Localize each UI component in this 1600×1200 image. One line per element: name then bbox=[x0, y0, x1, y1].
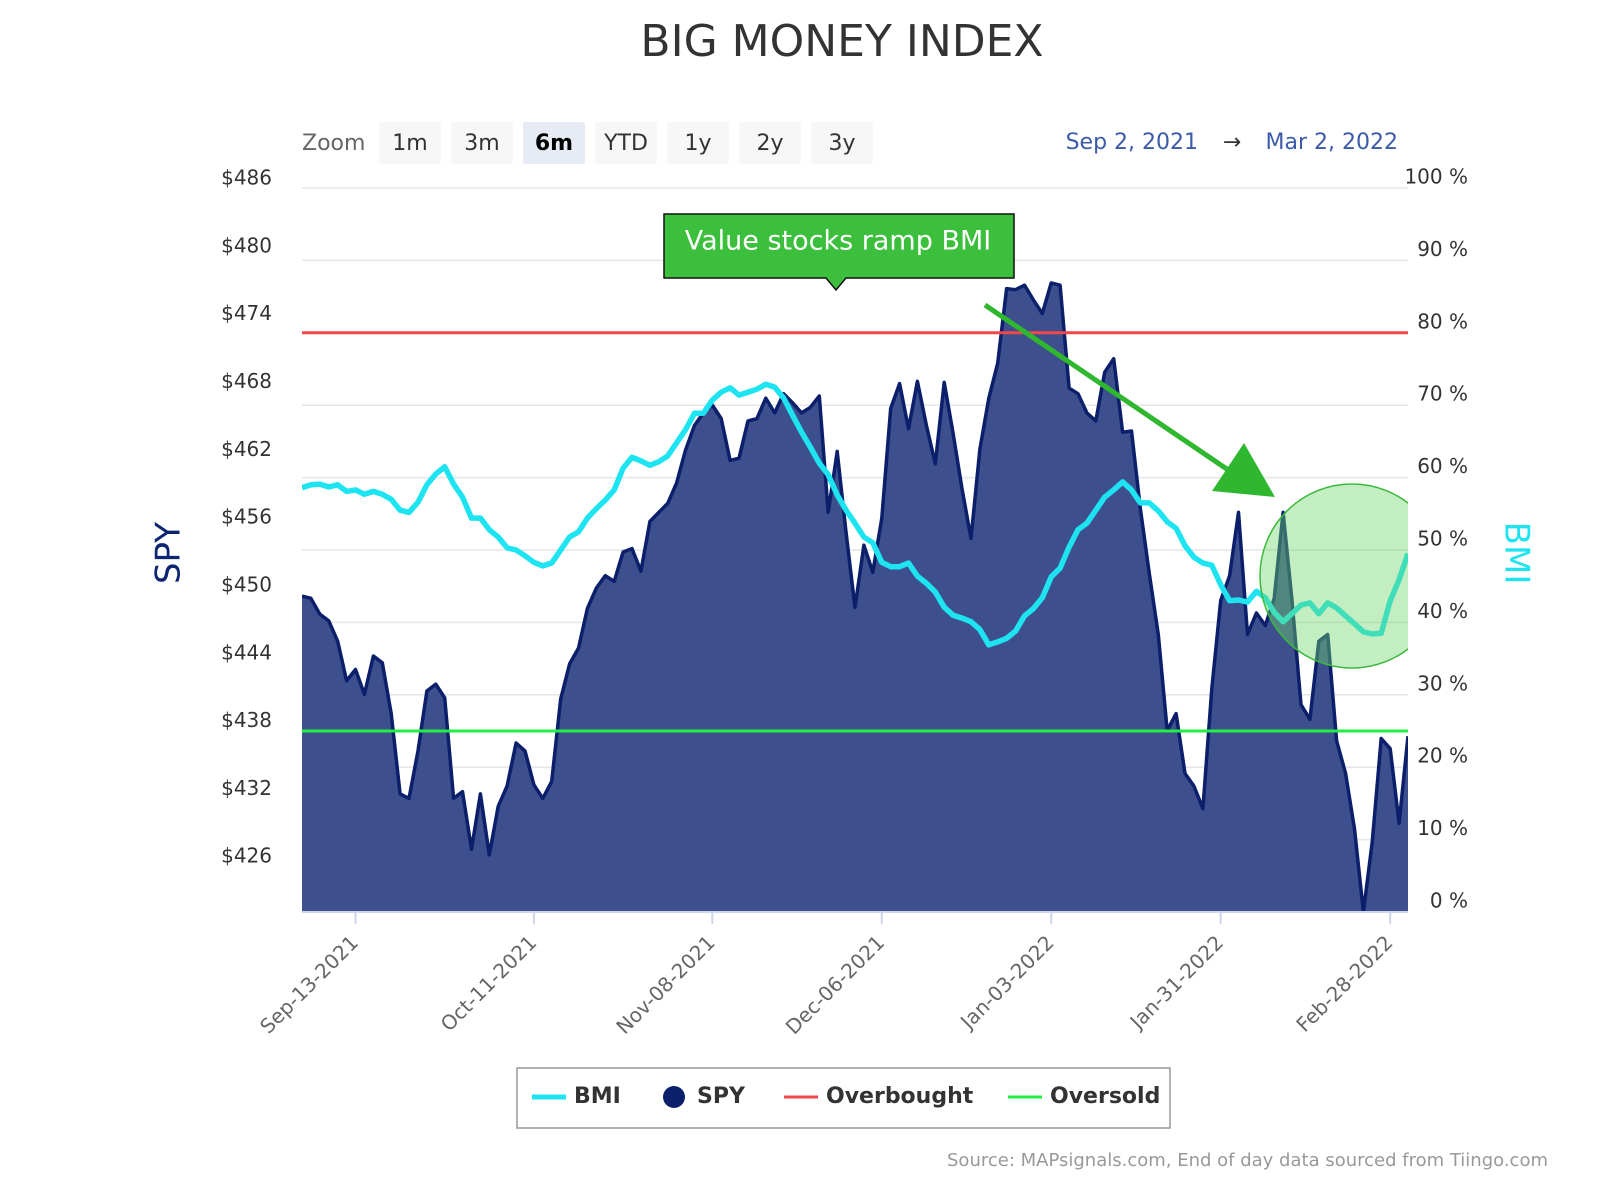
legend-label[interactable]: SPY bbox=[697, 1084, 746, 1109]
legend-label[interactable]: Overbought bbox=[826, 1084, 974, 1109]
legend: BMI SPY Overbought Oversold bbox=[516, 1067, 1171, 1129]
legend-symbol[interactable] bbox=[663, 1086, 685, 1108]
y2-tick-label: 50 % bbox=[1417, 527, 1468, 551]
highlight-clip bbox=[1259, 483, 1408, 669]
y2-tick-label: 0 % bbox=[1430, 889, 1468, 913]
y-tick-label: $432 bbox=[221, 776, 272, 800]
x-tick-label: Oct-11-2021 bbox=[436, 930, 542, 1036]
y-tick-label: $462 bbox=[221, 437, 272, 461]
annotation-box bbox=[663, 213, 1015, 292]
trend-arrow bbox=[983, 302, 1242, 481]
zoom-button-label[interactable]: 3m bbox=[464, 131, 499, 156]
zoom-button-label[interactable]: 1m bbox=[392, 131, 427, 156]
x-tick-label: Feb-28-2022 bbox=[1291, 930, 1397, 1036]
bmi-line bbox=[302, 381, 1408, 648]
source-note: Source: MAPsignals.com, End of day data … bbox=[947, 1150, 1548, 1171]
y2-tick-label: 60 % bbox=[1417, 454, 1468, 478]
y-tick-label: $486 bbox=[221, 166, 272, 190]
y2-tick-label: 20 % bbox=[1417, 744, 1468, 768]
y-tick-label: $480 bbox=[221, 233, 272, 257]
annotation-group: Value stocks ramp BMI bbox=[663, 213, 1408, 669]
zoom-button[interactable] bbox=[379, 122, 441, 164]
y-tick-label: $438 bbox=[221, 708, 272, 732]
y2-axis-title: BMI bbox=[1497, 522, 1537, 585]
y-axis-title: SPY bbox=[149, 522, 189, 584]
y-tick-label: $426 bbox=[221, 844, 272, 868]
zoom-button[interactable] bbox=[811, 122, 873, 164]
zoom-button[interactable] bbox=[667, 122, 729, 164]
y-tick-label: $468 bbox=[221, 369, 272, 393]
y-tick-label: $456 bbox=[221, 505, 272, 529]
zoom-button-label[interactable]: 2y bbox=[756, 131, 783, 156]
legend-label[interactable]: Oversold bbox=[1050, 1084, 1160, 1109]
chart-title: BIG MONEY INDEX bbox=[640, 16, 1043, 67]
zoom-button-label[interactable]: 1y bbox=[684, 131, 711, 156]
annotation-text: Value stocks ramp BMI bbox=[685, 226, 991, 257]
zoom-button-label[interactable]: 6m bbox=[535, 131, 573, 156]
zoom-button-label[interactable]: 3y bbox=[828, 131, 855, 156]
x-tick-label: Sep-13-2021 bbox=[255, 930, 363, 1038]
x-tick-label: Dec-06-2021 bbox=[781, 930, 890, 1039]
trend-arrow-head bbox=[1212, 443, 1275, 497]
range-from[interactable]: Sep 2, 2021 bbox=[1066, 130, 1198, 155]
y-tick-label: $450 bbox=[221, 572, 272, 596]
range-to[interactable]: Mar 2, 2022 bbox=[1266, 130, 1398, 155]
zoom-button[interactable] bbox=[595, 122, 657, 164]
highlight-circle bbox=[1259, 483, 1408, 669]
y2-tick-label: 100 % bbox=[1404, 165, 1468, 189]
plot-area bbox=[302, 281, 1408, 912]
y-tick-label: $444 bbox=[221, 640, 272, 664]
zoom-label: Zoom bbox=[302, 131, 365, 156]
range-arrow: → bbox=[1223, 130, 1241, 155]
y2-tick-label: 70 % bbox=[1417, 382, 1468, 406]
y2-tick-label: 80 % bbox=[1417, 309, 1468, 333]
zoom-button[interactable] bbox=[739, 122, 801, 164]
y2-tick-label: 90 % bbox=[1417, 237, 1468, 261]
zoom-button[interactable] bbox=[451, 122, 513, 164]
legend-box bbox=[516, 1067, 1171, 1129]
x-tick-label: Nov-08-2021 bbox=[611, 930, 719, 1038]
y2-tick-label: 10 % bbox=[1417, 816, 1468, 840]
zoom-button-label[interactable]: YTD bbox=[603, 131, 648, 156]
legend-label[interactable]: BMI bbox=[574, 1084, 621, 1109]
x-tick-label: Jan-31-2022 bbox=[1124, 930, 1228, 1034]
zoom-button[interactable] bbox=[523, 122, 585, 164]
y2-tick-label: 30 % bbox=[1417, 671, 1468, 695]
x-tick-label: Jan-03-2022 bbox=[954, 930, 1058, 1034]
zoom-buttons: 1m 3m 6m YTD 1y 2y 3y bbox=[379, 122, 873, 164]
y-tick-label: $474 bbox=[221, 301, 272, 325]
y2-tick-label: 40 % bbox=[1417, 599, 1468, 623]
